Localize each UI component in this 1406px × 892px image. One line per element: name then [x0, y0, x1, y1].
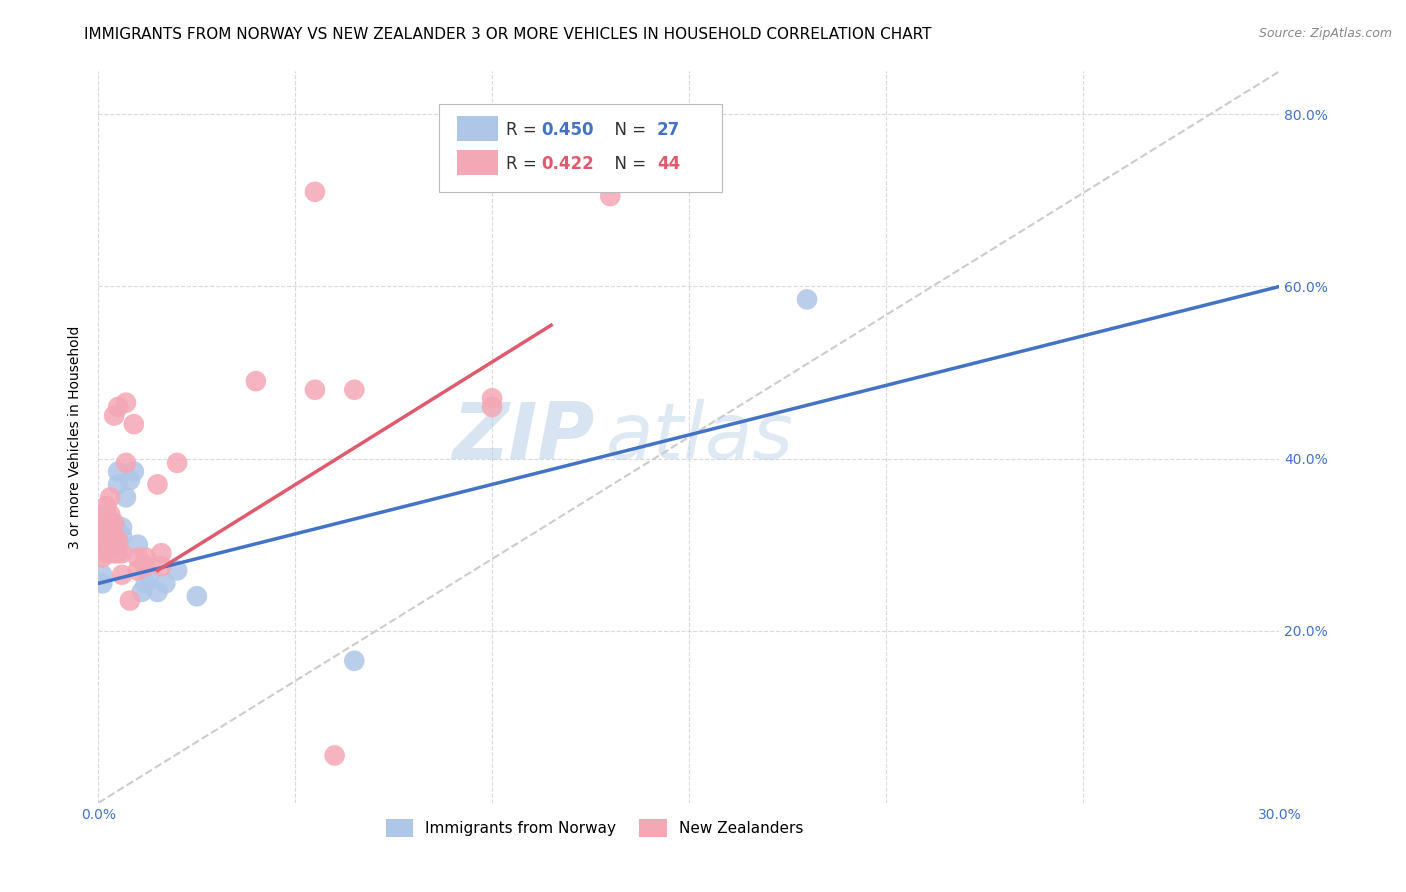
Point — [304, 185, 326, 199]
Point — [91, 550, 114, 565]
Point — [115, 395, 138, 409]
Point — [111, 520, 134, 534]
Point — [103, 409, 125, 423]
Text: IMMIGRANTS FROM NORWAY VS NEW ZEALANDER 3 OR MORE VEHICLES IN HOUSEHOLD CORRELAT: IMMIGRANTS FROM NORWAY VS NEW ZEALANDER … — [84, 27, 932, 42]
Point — [118, 593, 141, 607]
Point — [107, 400, 129, 414]
Point — [98, 538, 121, 552]
Point — [107, 538, 129, 552]
Point — [91, 533, 114, 548]
Point — [96, 508, 118, 522]
Point — [599, 189, 621, 203]
Point — [127, 564, 149, 578]
Point — [96, 541, 118, 556]
Point — [103, 546, 125, 560]
Point — [96, 499, 118, 513]
Point — [98, 546, 121, 560]
Text: R =: R = — [506, 155, 541, 173]
Point — [304, 383, 326, 397]
Point — [150, 559, 173, 574]
Point — [103, 529, 125, 543]
Point — [146, 585, 169, 599]
Point — [118, 473, 141, 487]
Point — [96, 538, 118, 552]
Point — [166, 564, 188, 578]
Point — [343, 383, 366, 397]
Point — [111, 529, 134, 543]
Point — [107, 546, 129, 560]
Point — [135, 576, 157, 591]
Point — [155, 576, 177, 591]
Point — [107, 465, 129, 479]
FancyBboxPatch shape — [457, 151, 498, 175]
Point — [127, 550, 149, 565]
Point — [98, 520, 121, 534]
Text: N =: N = — [605, 155, 651, 173]
Point — [245, 374, 267, 388]
Point — [186, 589, 208, 603]
Point — [96, 520, 118, 534]
Point — [481, 392, 503, 406]
Point — [122, 417, 145, 432]
Text: Source: ZipAtlas.com: Source: ZipAtlas.com — [1258, 27, 1392, 40]
Text: atlas: atlas — [606, 399, 794, 475]
Text: R =: R = — [506, 121, 541, 139]
Point — [481, 400, 503, 414]
Point — [98, 538, 121, 552]
Point — [138, 567, 160, 582]
Text: 27: 27 — [657, 121, 681, 139]
Point — [91, 508, 114, 522]
Point — [115, 456, 138, 470]
Point — [98, 508, 121, 522]
Point — [135, 550, 157, 565]
Point — [107, 524, 129, 539]
Text: 0.422: 0.422 — [541, 155, 595, 173]
Point — [146, 477, 169, 491]
Text: ZIP: ZIP — [453, 399, 595, 475]
Y-axis label: 3 or more Vehicles in Household: 3 or more Vehicles in Household — [69, 326, 83, 549]
FancyBboxPatch shape — [457, 116, 498, 141]
Point — [91, 576, 114, 591]
Point — [127, 538, 149, 552]
Point — [96, 546, 118, 560]
Point — [98, 491, 121, 505]
Point — [103, 538, 125, 552]
Point — [91, 524, 114, 539]
Point — [122, 465, 145, 479]
Point — [150, 546, 173, 560]
Point — [91, 567, 114, 582]
Point — [98, 524, 121, 539]
Text: N =: N = — [605, 121, 651, 139]
Point — [343, 654, 366, 668]
Point — [115, 491, 138, 505]
Point — [107, 477, 129, 491]
Point — [111, 567, 134, 582]
Point — [103, 529, 125, 543]
Point — [111, 546, 134, 560]
Point — [91, 516, 114, 530]
Text: 44: 44 — [657, 155, 681, 173]
Point — [135, 559, 157, 574]
Legend: Immigrants from Norway, New Zealanders: Immigrants from Norway, New Zealanders — [380, 813, 810, 843]
Text: 0.450: 0.450 — [541, 121, 593, 139]
Point — [323, 748, 346, 763]
Point — [107, 533, 129, 548]
Point — [796, 293, 818, 307]
Point — [166, 456, 188, 470]
Point — [131, 585, 153, 599]
FancyBboxPatch shape — [439, 104, 723, 192]
Point — [103, 516, 125, 530]
Point — [103, 516, 125, 530]
